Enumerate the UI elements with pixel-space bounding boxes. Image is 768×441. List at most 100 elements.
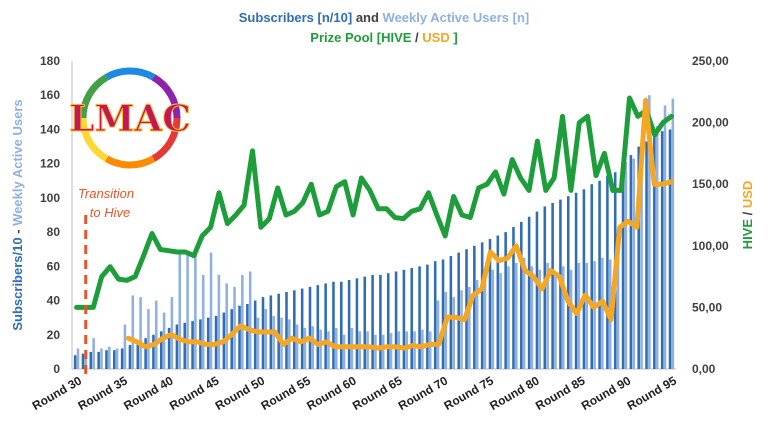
bar xyxy=(632,158,635,369)
bar xyxy=(535,211,539,369)
bar xyxy=(144,338,147,369)
x-tick-label: Round 50 xyxy=(213,373,268,413)
bar xyxy=(154,300,158,369)
text-part: ] xyxy=(450,30,458,45)
y-tick-label: 180 xyxy=(40,54,60,68)
bar xyxy=(120,348,124,369)
bar xyxy=(520,221,523,369)
bar xyxy=(616,252,620,369)
text-part: and xyxy=(352,10,382,25)
text-part: Prize Pool [HIVE xyxy=(310,30,411,45)
series-line-2 xyxy=(74,95,674,310)
bar xyxy=(546,262,549,369)
text-part: / xyxy=(740,208,755,219)
y2-tick-label: 100,00 xyxy=(692,239,729,253)
bar xyxy=(358,331,362,369)
bar xyxy=(397,331,401,369)
bar xyxy=(108,346,111,369)
bar xyxy=(468,286,471,369)
bar xyxy=(253,300,257,369)
bar xyxy=(653,136,656,369)
bar xyxy=(113,350,116,369)
bar xyxy=(621,163,625,369)
bar xyxy=(186,252,189,369)
bar xyxy=(233,286,236,369)
bar xyxy=(303,327,307,369)
bar xyxy=(488,238,492,369)
y-tick-label: 0 xyxy=(53,362,60,376)
bar xyxy=(475,280,479,369)
bar xyxy=(285,292,288,369)
bar xyxy=(561,266,565,369)
bar xyxy=(288,319,291,369)
bar xyxy=(483,274,487,369)
bar xyxy=(340,281,343,369)
logo-ring-segment xyxy=(79,74,109,119)
bar xyxy=(663,105,667,369)
logo-ring-segment xyxy=(79,117,109,162)
bar xyxy=(152,334,155,369)
bar xyxy=(316,285,320,369)
x-tick-label: Round 80 xyxy=(487,373,542,413)
x-tick-label: Round 40 xyxy=(121,373,176,413)
bar xyxy=(76,348,80,369)
bar xyxy=(418,266,421,369)
y2-axis-label: HIVE / USD xyxy=(740,181,755,250)
y-axis-label: Subscribers/10 - Weekly Active Users xyxy=(10,99,25,330)
y2-tick-label: 50,00 xyxy=(692,300,722,314)
bar xyxy=(566,196,570,369)
text-part: HIVE xyxy=(740,219,755,250)
bar xyxy=(480,242,484,369)
bar xyxy=(598,180,601,369)
text-part: - xyxy=(10,226,25,238)
bar xyxy=(366,331,369,369)
logo-ring-segment xyxy=(151,74,181,119)
bar xyxy=(123,324,127,369)
bar xyxy=(441,259,445,369)
y-tick-label: 120 xyxy=(40,157,60,171)
bar xyxy=(225,283,228,369)
bar xyxy=(574,192,578,369)
bar xyxy=(139,297,142,369)
bar xyxy=(499,273,502,369)
bar xyxy=(452,297,455,369)
bar xyxy=(327,331,330,369)
bar xyxy=(436,300,440,369)
logo-ring-segment xyxy=(104,155,156,169)
bar xyxy=(167,327,171,369)
x-tick-label: Round 60 xyxy=(304,373,359,413)
bar xyxy=(449,256,453,369)
bar xyxy=(293,290,296,369)
y-tick-label: 100 xyxy=(40,191,60,205)
bar xyxy=(645,141,648,369)
bar xyxy=(248,271,252,369)
bar xyxy=(272,315,275,369)
x-tick-label: Round 65 xyxy=(350,373,405,413)
y-tick-label: 20 xyxy=(47,328,61,342)
bar xyxy=(128,345,132,369)
bar xyxy=(538,269,542,369)
bar xyxy=(175,324,179,369)
bar xyxy=(241,274,244,369)
bar xyxy=(230,309,233,369)
x-tick-label: Round 85 xyxy=(533,373,588,413)
bar xyxy=(81,353,85,369)
bar xyxy=(238,305,241,369)
x-tick-label: Round 30 xyxy=(30,373,85,413)
bar xyxy=(311,326,315,369)
bar xyxy=(457,252,460,369)
annotation-text: Transition xyxy=(78,186,134,201)
bar xyxy=(606,175,609,369)
bar xyxy=(246,303,249,369)
bar xyxy=(660,131,664,369)
text-part: Weekly Active Users [n] xyxy=(383,10,530,25)
y-tick-label: 40 xyxy=(47,294,61,308)
chart-title: Subscribers [n/10] and Weekly Active Use… xyxy=(239,10,529,25)
bar xyxy=(590,184,594,369)
bar xyxy=(183,322,187,369)
bar xyxy=(527,216,531,369)
bar xyxy=(551,203,554,369)
logo-text: LMAC xyxy=(69,98,191,140)
bar xyxy=(640,155,643,369)
bar xyxy=(601,257,604,369)
